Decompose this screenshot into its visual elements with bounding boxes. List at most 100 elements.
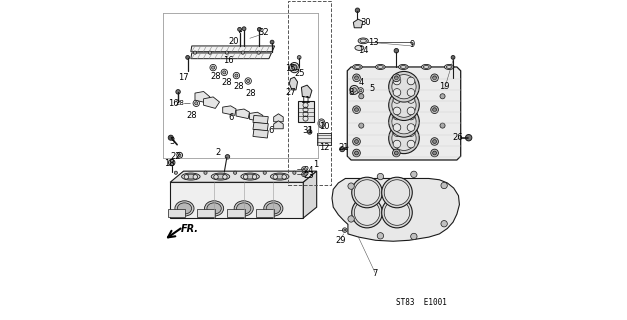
Polygon shape xyxy=(170,182,303,218)
Circle shape xyxy=(431,149,438,157)
Circle shape xyxy=(393,74,400,82)
Circle shape xyxy=(302,167,306,171)
Circle shape xyxy=(354,180,380,205)
Circle shape xyxy=(407,129,415,136)
Circle shape xyxy=(433,108,436,112)
Text: 16: 16 xyxy=(168,99,179,108)
Circle shape xyxy=(440,94,445,99)
Ellipse shape xyxy=(353,64,362,69)
Circle shape xyxy=(353,106,361,114)
Circle shape xyxy=(433,76,436,80)
Circle shape xyxy=(359,94,364,99)
Circle shape xyxy=(354,200,380,225)
Text: 14: 14 xyxy=(359,46,369,55)
Polygon shape xyxy=(354,19,363,28)
Circle shape xyxy=(233,72,240,79)
Circle shape xyxy=(392,126,416,150)
Polygon shape xyxy=(273,114,283,122)
Circle shape xyxy=(252,175,257,179)
Circle shape xyxy=(393,112,401,120)
Circle shape xyxy=(389,71,419,102)
Ellipse shape xyxy=(290,62,299,73)
Circle shape xyxy=(302,172,306,177)
Circle shape xyxy=(193,175,198,179)
Polygon shape xyxy=(191,53,271,59)
Text: 28: 28 xyxy=(233,82,244,91)
Circle shape xyxy=(225,155,229,159)
Polygon shape xyxy=(332,179,460,241)
Ellipse shape xyxy=(264,201,283,216)
Circle shape xyxy=(169,159,175,166)
Text: 1: 1 xyxy=(314,160,319,169)
Text: 18: 18 xyxy=(164,159,175,168)
Circle shape xyxy=(186,55,189,59)
Circle shape xyxy=(407,112,415,120)
Bar xyxy=(167,209,186,217)
Circle shape xyxy=(257,51,260,54)
Circle shape xyxy=(440,123,445,128)
Text: 13: 13 xyxy=(368,38,379,47)
Ellipse shape xyxy=(421,64,431,69)
Ellipse shape xyxy=(358,38,368,44)
Text: 19: 19 xyxy=(440,82,450,91)
Text: 10: 10 xyxy=(319,122,330,131)
Polygon shape xyxy=(253,123,268,131)
Circle shape xyxy=(384,200,409,225)
Circle shape xyxy=(407,89,415,96)
Text: 23: 23 xyxy=(303,172,314,180)
Ellipse shape xyxy=(266,203,280,214)
Ellipse shape xyxy=(355,45,364,50)
Text: 30: 30 xyxy=(361,18,371,27)
Text: 28: 28 xyxy=(245,89,256,98)
Circle shape xyxy=(353,149,361,157)
Text: 26: 26 xyxy=(452,132,463,141)
Circle shape xyxy=(184,175,189,179)
Circle shape xyxy=(352,197,382,228)
Circle shape xyxy=(389,107,419,137)
Circle shape xyxy=(392,110,416,134)
Circle shape xyxy=(211,66,214,69)
Polygon shape xyxy=(303,171,317,218)
Circle shape xyxy=(263,171,266,174)
Circle shape xyxy=(270,40,274,44)
Circle shape xyxy=(358,88,364,93)
Ellipse shape xyxy=(445,64,454,69)
Text: 16: 16 xyxy=(223,56,233,65)
Circle shape xyxy=(233,171,237,174)
Ellipse shape xyxy=(241,173,260,180)
Circle shape xyxy=(246,79,250,83)
Polygon shape xyxy=(191,46,275,52)
Polygon shape xyxy=(302,85,312,98)
Ellipse shape xyxy=(177,203,192,214)
Circle shape xyxy=(407,124,415,131)
Text: 6: 6 xyxy=(229,113,234,122)
Circle shape xyxy=(297,55,301,59)
Text: 20: 20 xyxy=(229,37,239,46)
Circle shape xyxy=(342,228,347,232)
Circle shape xyxy=(411,171,417,178)
Text: FR.: FR. xyxy=(181,224,198,235)
Circle shape xyxy=(407,96,415,103)
Circle shape xyxy=(407,107,415,115)
Ellipse shape xyxy=(234,201,253,216)
Text: 11: 11 xyxy=(300,96,311,105)
Circle shape xyxy=(238,28,241,31)
Circle shape xyxy=(394,49,399,53)
Circle shape xyxy=(340,147,345,152)
Circle shape xyxy=(393,129,401,136)
Circle shape xyxy=(359,123,364,128)
Ellipse shape xyxy=(270,173,289,180)
Circle shape xyxy=(359,89,362,92)
Text: 9: 9 xyxy=(409,40,414,49)
Circle shape xyxy=(193,100,199,107)
Circle shape xyxy=(411,233,417,240)
Text: 2: 2 xyxy=(215,148,221,157)
Text: 5: 5 xyxy=(369,84,374,93)
Ellipse shape xyxy=(207,203,221,214)
Ellipse shape xyxy=(399,64,408,69)
Circle shape xyxy=(221,69,228,76)
Circle shape xyxy=(355,108,359,112)
Circle shape xyxy=(193,51,197,54)
Circle shape xyxy=(242,27,246,31)
Polygon shape xyxy=(273,121,283,129)
